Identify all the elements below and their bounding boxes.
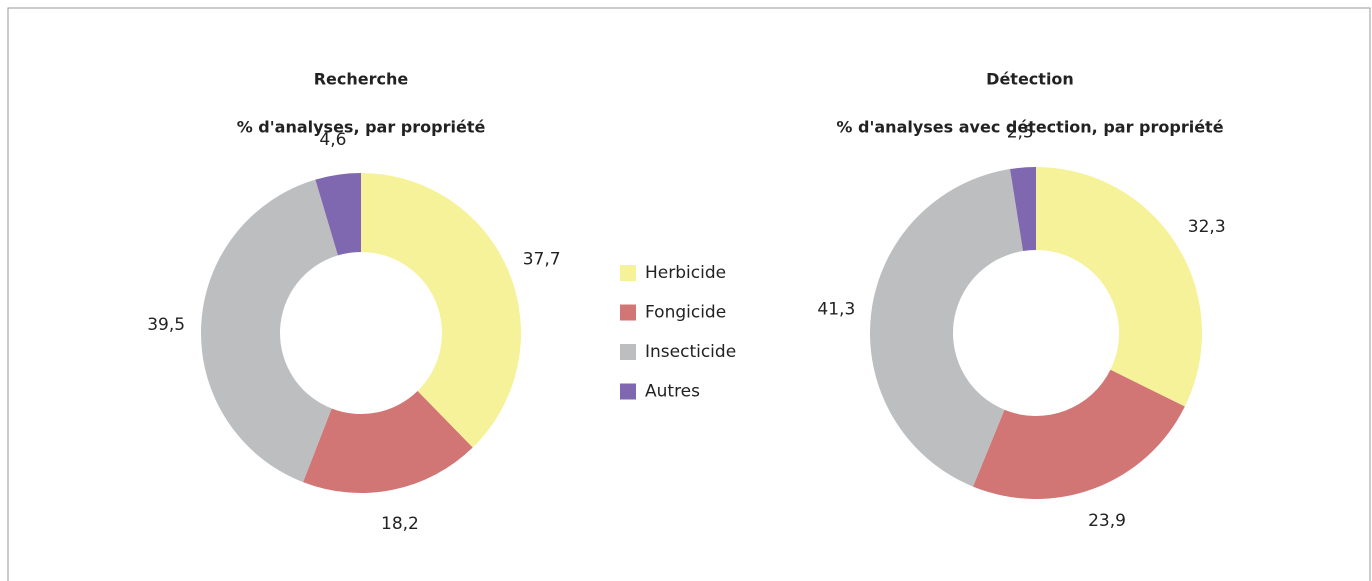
slice	[201, 179, 338, 483]
chart-title: Recherche	[314, 70, 409, 89]
data-label: 39,5	[147, 315, 185, 335]
legend-swatch	[620, 304, 636, 321]
data-label: 18,2	[381, 514, 419, 534]
legend-label: Fongicide	[645, 303, 726, 323]
legend-swatch	[620, 383, 636, 400]
slice	[303, 390, 473, 494]
data-label: 4,6	[319, 130, 346, 150]
data-label: 2,5	[1007, 123, 1034, 143]
slice	[361, 173, 521, 448]
legend-label: Insecticide	[645, 342, 736, 362]
chart-subtitle: % d'analyses, par propriété	[237, 118, 486, 137]
data-label: 23,9	[1088, 511, 1126, 531]
legend-label: Autres	[645, 382, 700, 402]
legend-swatch	[620, 344, 636, 360]
slice	[1036, 167, 1202, 407]
slice	[870, 169, 1024, 487]
slice	[315, 173, 361, 256]
data-label: 41,3	[817, 300, 855, 320]
legend-swatch	[620, 265, 636, 281]
data-label: 32,3	[1188, 217, 1226, 237]
slice	[1010, 167, 1036, 252]
chart-title: Détection	[986, 70, 1074, 89]
data-label: 37,7	[523, 250, 561, 270]
chart-subtitle: % d'analyses avec détection, par proprié…	[836, 118, 1223, 137]
slice	[972, 369, 1185, 499]
legend-label: Herbicide	[645, 263, 726, 283]
